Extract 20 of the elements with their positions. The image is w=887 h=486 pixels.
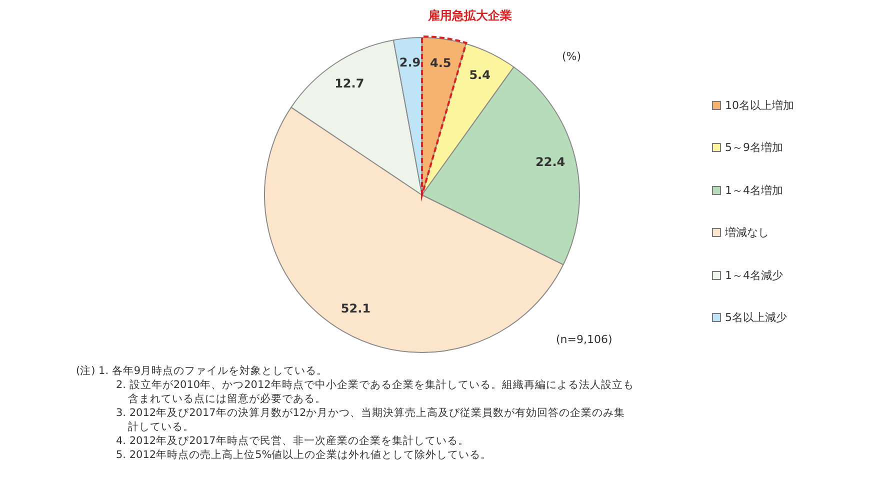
data-label: 4.5 (430, 56, 452, 70)
legend-label: 1～4名増加 (725, 182, 783, 198)
text: (%) (562, 50, 582, 63)
text: 4. 2012年及び2017年時点で民営、非一次産業の企業を集計している。 (115, 434, 470, 448)
text: 雇用急拡大企業 (428, 8, 512, 22)
legend-label: 1～4名減少 (725, 268, 783, 282)
legend-label: 増減なし (725, 225, 769, 240)
text: (注) 1. 各年9月時点のファイルを対象としている。 (76, 364, 329, 378)
legend-label: 10名以上増加 (725, 98, 794, 112)
text: (n=9,106) (556, 333, 612, 346)
data-label: 5.4 (469, 68, 490, 82)
text: 5. 2012年時点の売上高上位5%値以上の企業は外れ値として除外している。 (115, 448, 493, 462)
data-label: 52.1 (340, 302, 371, 316)
legend-label: 5名以上減少 (725, 310, 787, 325)
text: 2. 設立年が2010年、かつ2012年時点で中小企業である企業を集計している。組織再編による法人設立も含まれている点には留意が必要である。 (115, 378, 635, 406)
text: 3. 2012年及び2017年の決算月数が12か月かつ、当期決算売上高及び従業員数が有効回答の企業のみ集計している。 (115, 406, 626, 434)
legend-label: 5～9名増加 (725, 140, 783, 155)
data-label: 22.4 (536, 155, 566, 170)
data-label: 2.9 (399, 55, 421, 70)
data-label: 12.7 (334, 76, 364, 91)
